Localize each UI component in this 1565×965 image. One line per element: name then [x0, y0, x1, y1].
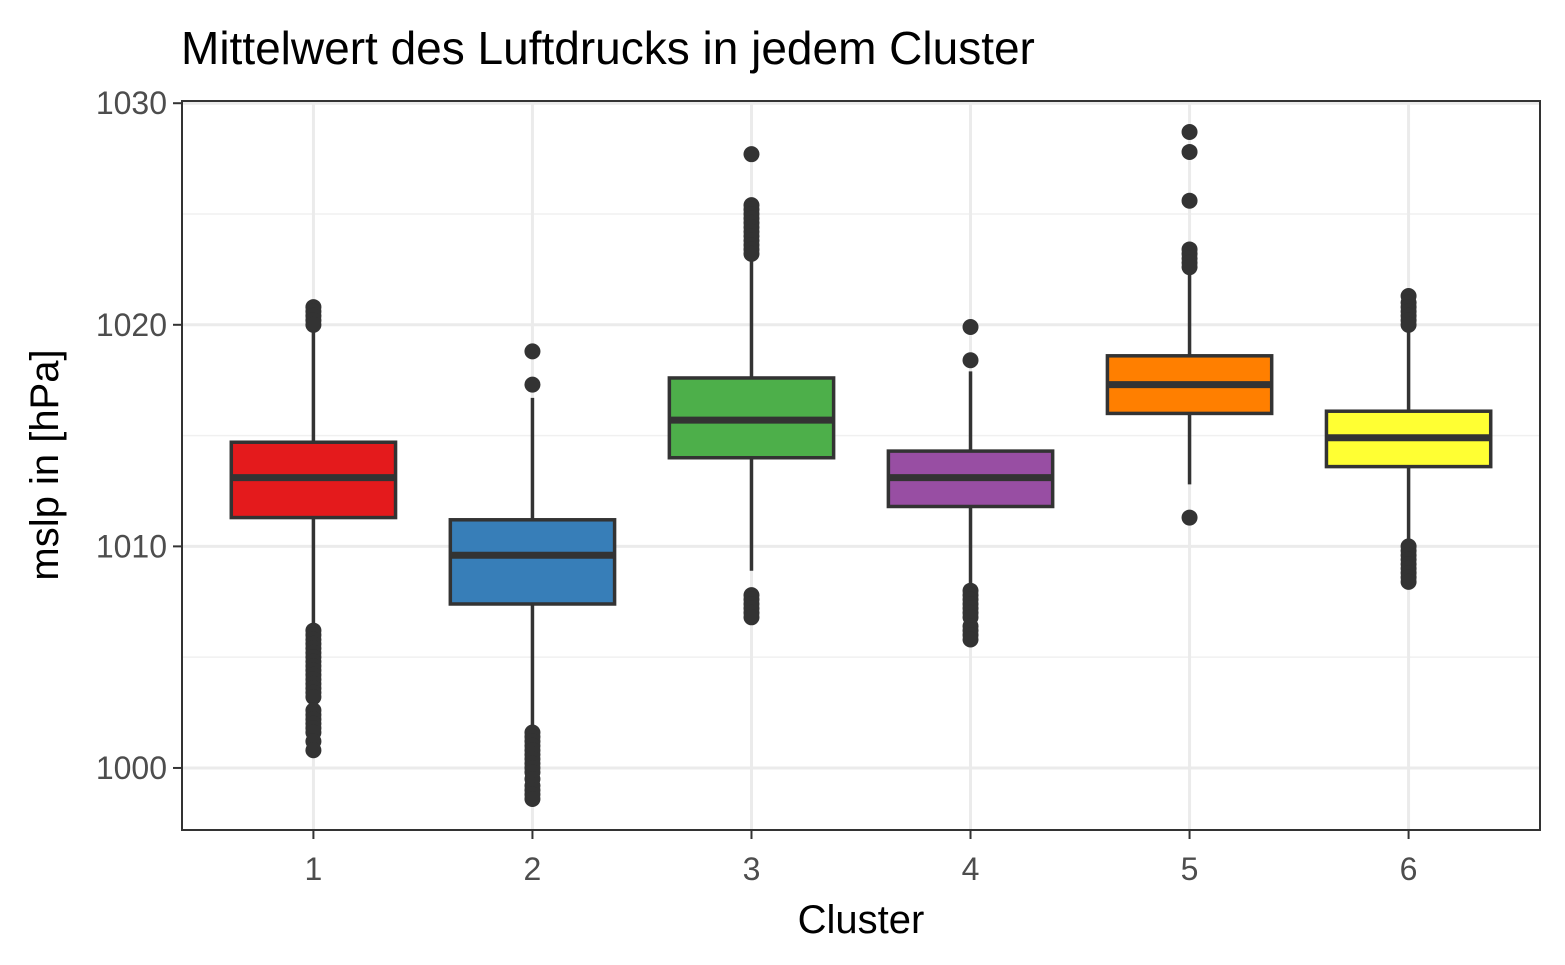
box-layer	[229, 124, 1493, 807]
outlier-point	[962, 631, 979, 648]
outlier-point	[1400, 316, 1417, 333]
outlier-point	[1181, 124, 1198, 141]
outlier-point	[743, 609, 760, 626]
outlier-point	[524, 376, 541, 393]
x-axis: 1 2 3 4 5 6	[305, 830, 1418, 887]
outlier-point	[743, 245, 760, 262]
box-iqr	[448, 518, 617, 606]
outlier-point	[743, 146, 760, 163]
box-cluster-5	[1105, 124, 1274, 526]
box-cluster-1	[229, 299, 398, 759]
x-axis-title: Cluster	[798, 898, 925, 942]
box-cluster-6	[1324, 287, 1493, 590]
x-tick-label: 2	[524, 851, 542, 887]
y-tick-label: 1010	[96, 528, 167, 564]
y-axis-title: mslp in [hPa]	[23, 349, 67, 580]
x-tick-label: 4	[962, 851, 980, 887]
outlier-point	[305, 742, 322, 759]
outlier-point	[962, 319, 979, 336]
x-tick-label: 3	[743, 851, 761, 887]
panel-border	[181, 100, 1541, 831]
outlier-point	[305, 689, 322, 706]
outlier-point	[1181, 192, 1198, 209]
chart-title: Mittelwert des Luftdrucks in jedem Clust…	[181, 22, 1035, 74]
outlier-point	[1181, 509, 1198, 526]
outlier-point	[1400, 573, 1417, 590]
box-cluster-3	[667, 146, 836, 626]
outlier-point	[524, 790, 541, 807]
outlier-point	[1181, 143, 1198, 160]
outlier-point	[962, 352, 979, 369]
box-cluster-4	[886, 319, 1055, 648]
y-tick-label: 1000	[96, 750, 167, 786]
y-tick-label: 1030	[96, 85, 167, 121]
x-tick-label: 1	[305, 851, 323, 887]
plot-panel	[182, 101, 1540, 830]
x-tick-label: 5	[1181, 851, 1199, 887]
x-tick-label: 6	[1400, 851, 1418, 887]
outlier-point	[305, 316, 322, 333]
outlier-point	[1181, 259, 1198, 276]
box-cluster-2	[448, 343, 617, 807]
outlier-point	[524, 343, 541, 360]
y-axis: 1000 1010 1020 1030	[96, 85, 182, 786]
y-tick-label: 1020	[96, 307, 167, 343]
